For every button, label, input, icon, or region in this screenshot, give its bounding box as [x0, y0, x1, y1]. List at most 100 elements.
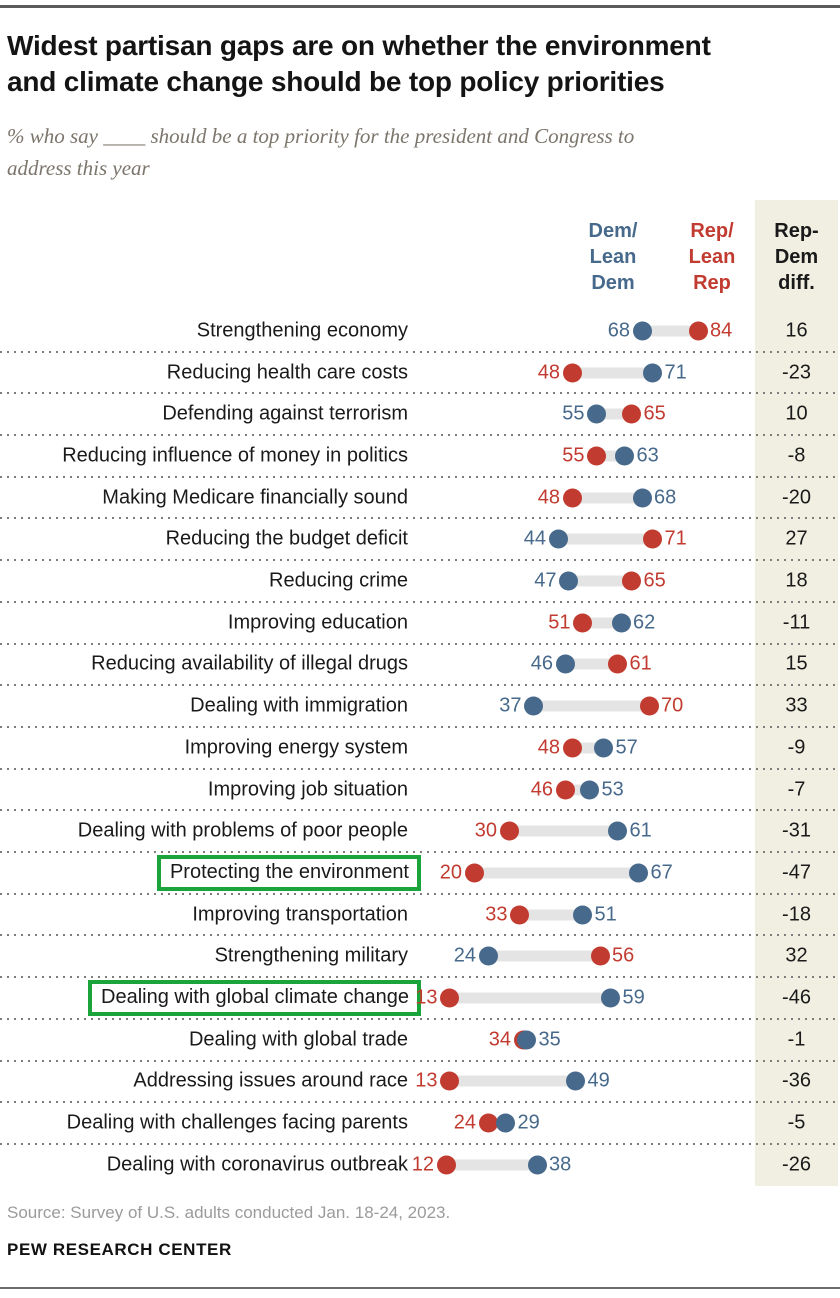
priority-row: Dealing with immigration 37 70 33 [0, 685, 840, 728]
connector-bar [572, 742, 604, 754]
connector-bar [596, 450, 625, 462]
dem-dot [601, 988, 620, 1008]
rep-dot [478, 1113, 498, 1133]
priority-row: Dealing with challenges facing parents 24… [0, 1102, 840, 1145]
dem-dot [478, 946, 498, 966]
diff-value: -36 [782, 1069, 811, 1092]
row-label-text: Improving energy system [184, 736, 408, 759]
row-label-text: Dealing with immigration [190, 694, 408, 717]
rep-dot [562, 488, 582, 508]
dem-value: 71 [664, 361, 687, 384]
highlight-box: Dealing with global climate change [88, 980, 421, 1017]
rep-value: 65 [643, 569, 666, 592]
row-label: Improving transportation [192, 903, 408, 926]
connector-bar [488, 950, 600, 962]
priority-row: Dealing with coronavirus outbreak 12 38 -26 [0, 1144, 840, 1186]
dem-value: 44 [523, 527, 546, 550]
dem-dot [594, 738, 613, 758]
diff-column-header: Rep- Dem diff. [774, 220, 819, 294]
diff-value: -20 [782, 486, 811, 509]
row-label-text: Strengthening military [214, 944, 408, 967]
rep-column-header: Rep/ Lean Rep [688, 220, 736, 294]
row-label-text: Reducing influence of money in politics [62, 444, 408, 467]
rep-dot [436, 1155, 456, 1175]
diff-value: 10 [785, 402, 808, 425]
connector-bar [449, 992, 611, 1004]
rep-value: 56 [612, 944, 635, 967]
dem-value: 37 [499, 694, 522, 717]
rep-dot [562, 363, 582, 383]
priority-row: Dealing with problems of poor people 30 61… [0, 810, 840, 853]
priority-row: Reducing influence of money in politics 5… [0, 435, 840, 478]
dem-dot [555, 654, 575, 674]
connector-bar [572, 492, 642, 504]
dem-value: 24 [453, 944, 476, 967]
row-label: Dealing with challenges facing parents [67, 1112, 408, 1135]
diff-value: -8 [787, 444, 806, 467]
page-title-line-1: Widest partisan gaps are on whether the … [7, 30, 711, 61]
diff-value: -1 [787, 1028, 806, 1051]
top-rule [0, 5, 840, 8]
row-label-text: Dealing with problems of poor people [77, 819, 408, 842]
priority-row: Dealing with global climate change 13 59 -4… [0, 977, 840, 1020]
dem-dot [608, 821, 627, 841]
rep-value: 34 [488, 1028, 511, 1051]
connector-bar [565, 784, 590, 796]
rep-value: 46 [530, 778, 553, 801]
row-label-text: Reducing crime [269, 569, 408, 592]
dem-dot [632, 488, 652, 508]
dem-value: 57 [615, 736, 638, 759]
rep-value: 48 [537, 361, 560, 384]
row-label: Reducing availability of illegal drugs [91, 653, 408, 676]
rep-value: 84 [710, 319, 733, 342]
dem-column-header: Dem/ Lean Dem [588, 220, 638, 294]
rep-dot [639, 696, 659, 716]
rep-dot [643, 529, 662, 549]
dem-dot [527, 1155, 547, 1175]
row-label-text: Improving job situation [207, 778, 408, 801]
dem-value: 47 [534, 569, 557, 592]
diff-value: -46 [782, 986, 811, 1009]
row-label: Improving energy system [185, 736, 408, 759]
priority-row: Addressing issues around race 13 49 -36 [0, 1061, 840, 1103]
connector-bar [446, 1159, 537, 1171]
rep-dot [464, 863, 484, 883]
diff-value: 18 [785, 569, 808, 592]
row-label-text: Improving transportation [192, 903, 408, 926]
rep-value: 71 [664, 527, 687, 550]
page-title: Widest partisan gaps are on whether the … [7, 28, 827, 100]
priority-row: Improving transportation 33 51 -18 [0, 894, 840, 937]
priority-row: Improving energy system 48 57 -9 [0, 727, 840, 770]
diff-value: 15 [785, 652, 808, 675]
row-label-text: Reducing the budget deficit [165, 527, 408, 550]
diff-value: -5 [787, 1111, 806, 1134]
row-label: Dealing with coronavirus outbreak [107, 1153, 408, 1176]
rep-dot [562, 738, 582, 758]
dem-dot [615, 446, 634, 466]
diff-value: -7 [787, 778, 806, 801]
rep-dot [587, 446, 606, 466]
dem-value: 29 [517, 1111, 540, 1134]
dem-dot [632, 321, 652, 341]
rep-dot [590, 946, 610, 966]
source-note: Source: Survey of U.S. adults conducted … [7, 1203, 451, 1222]
row-label: Reducing the budget deficit [166, 528, 408, 551]
dem-value: 62 [633, 611, 656, 634]
diff-value: -31 [782, 819, 811, 842]
priority-row: Reducing health care costs 48 71 -23 [0, 352, 840, 395]
dem-value: 55 [562, 402, 585, 425]
diff-value: 16 [785, 319, 808, 342]
dem-dot [629, 863, 648, 883]
row-label-text: Improving education [227, 611, 408, 634]
row-label: Dealing with global trade [189, 1028, 408, 1051]
row-label-text: Defending against terrorism [162, 402, 408, 425]
priority-row: Reducing crime 47 65 18 [0, 560, 840, 603]
priority-row: Dealing with global trade 34 35 -1 [0, 1019, 840, 1062]
page-subtitle-line-1: % who say ____ should be a top priority … [7, 124, 635, 148]
priority-row: Strengthening military 24 56 32 [0, 936, 840, 978]
rep-dot [688, 321, 708, 341]
rep-value: 33 [485, 903, 508, 926]
rep-value: 30 [474, 819, 497, 842]
dem-value: 67 [650, 861, 673, 884]
rep-value: 13 [415, 986, 438, 1009]
